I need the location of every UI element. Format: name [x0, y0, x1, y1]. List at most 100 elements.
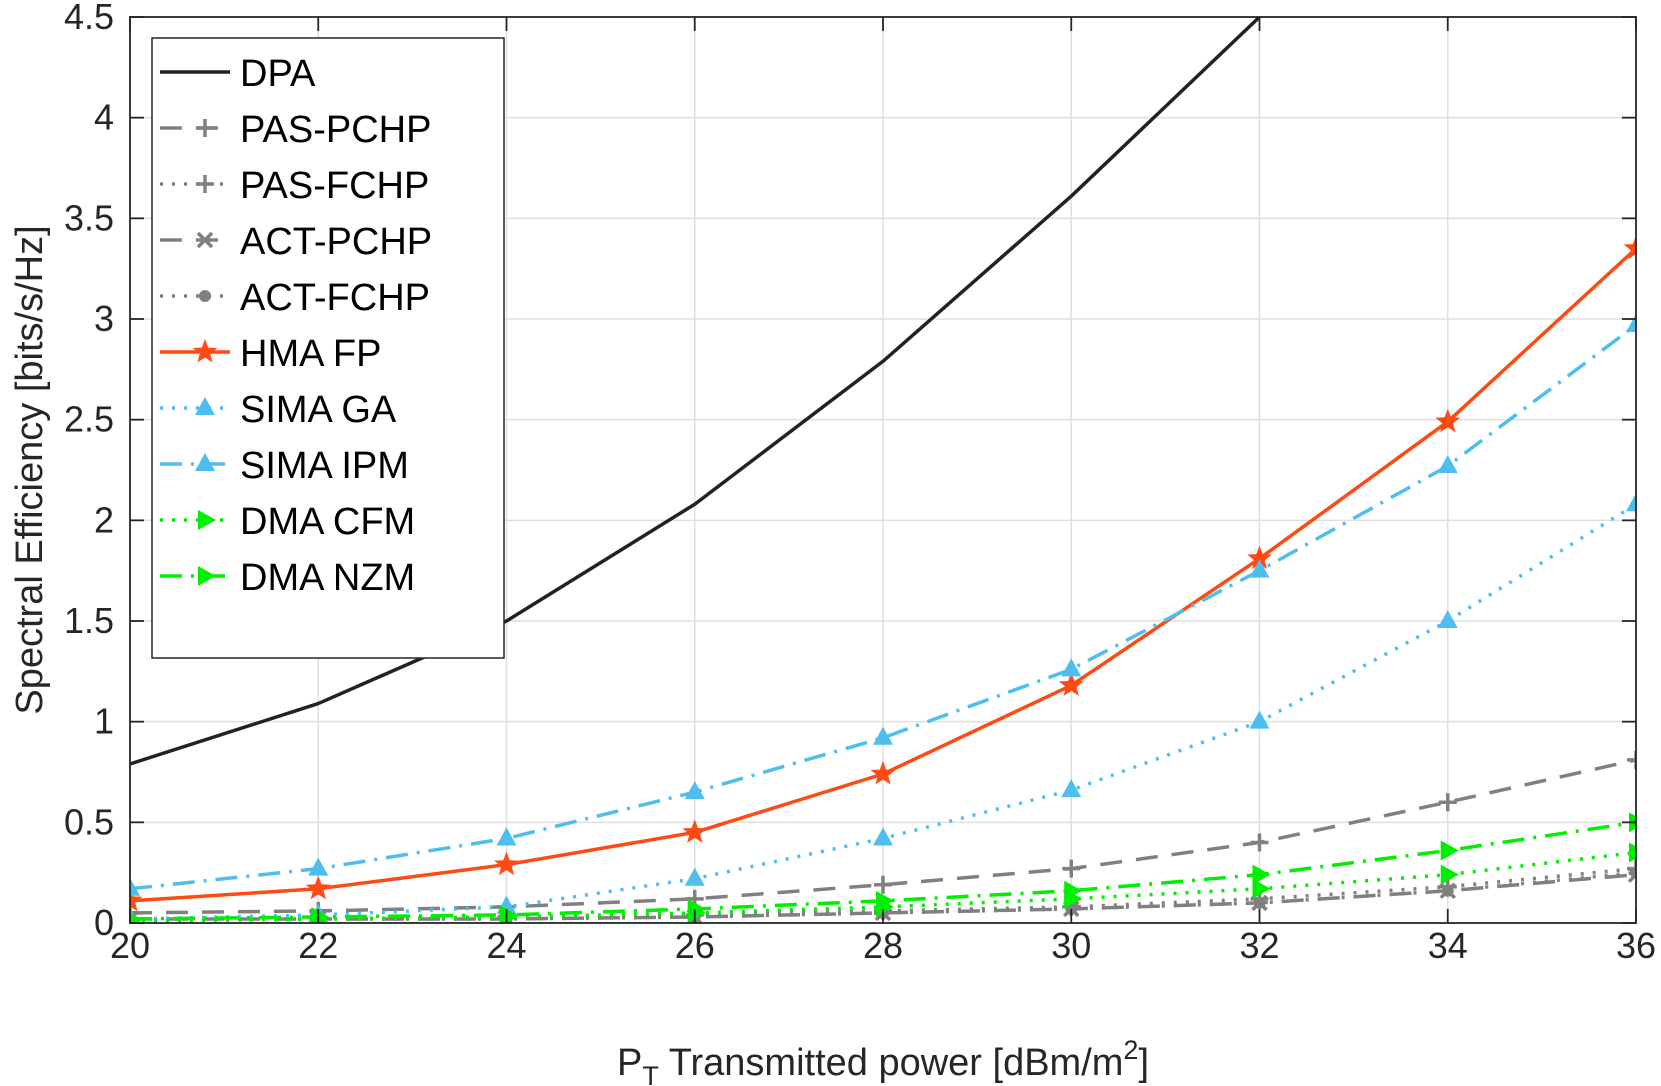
legend-label-sima-ipm: SIMA IPM	[240, 445, 409, 487]
data-point-sima-ga	[873, 827, 893, 846]
data-point-hma-fp	[494, 851, 519, 876]
data-point-sima-ga	[684, 867, 705, 886]
y-tick-label: 3.5	[64, 197, 114, 238]
series-line-dma-nzm	[130, 820, 1636, 921]
x-tick-label: 34	[1428, 925, 1468, 966]
y-tick-label: 1.5	[64, 600, 114, 641]
legend-marker-sima-ga	[195, 397, 215, 415]
series-line-sima-ga	[130, 502, 1636, 921]
legend-item-dpa[interactable]: DPA	[160, 53, 316, 95]
x-tick-label: 32	[1239, 925, 1279, 966]
legend-item-dma-nzm[interactable]: DMA NZM	[160, 557, 415, 599]
data-point-act-fchp	[1253, 896, 1266, 909]
x-tick-label: 28	[863, 925, 903, 966]
data-point-sima-ipm	[496, 827, 517, 846]
x-tick-label: 22	[298, 925, 338, 966]
grid-lines	[130, 17, 1636, 923]
data-point-dma-nzm	[130, 912, 141, 923]
data-point-sima-ipm	[1061, 658, 1082, 677]
y-axis: 0 0.5 1 1.5 2 2.5 3 3.5 4 4.5	[64, 0, 1636, 943]
legend-marker-dma-nzm	[198, 566, 216, 586]
legend-marker-dma-cfm	[198, 510, 216, 530]
series-line-dpa	[130, 17, 1261, 766]
legend-item-act-pchp[interactable]: ACT-PCHP	[160, 221, 432, 263]
legend-item-sima-ga[interactable]: SIMA GA	[160, 389, 397, 431]
legend-marker-pas-pchp	[196, 119, 214, 137]
legend-item-pas-fchp[interactable]: PAS-FCHP	[160, 165, 429, 207]
legend-item-pas-pchp[interactable]: PAS-PCHP	[160, 109, 431, 151]
legend[interactable]: DPA PAS-PCHP PAS-FCHP ACT-PCHP ACT-FCHP HMA F…	[151, 37, 505, 659]
data-point-sima-ipm	[130, 877, 140, 896]
series-dma-nzm	[130, 812, 1636, 923]
data-point-hma-fp	[1623, 235, 1636, 260]
data-point-sima-ga	[1061, 779, 1082, 798]
data-point-dma-nzm	[876, 890, 894, 911]
data-point-pas-pchp	[1250, 833, 1269, 852]
data-point-hma-fp	[1435, 408, 1461, 433]
data-point-dma-nzm	[1064, 880, 1083, 901]
legend-marker-act-pchp	[196, 231, 214, 249]
x-tick-label: 24	[486, 925, 526, 966]
data-point-dma-nzm	[1252, 864, 1271, 885]
y-tick-label: 0.5	[64, 801, 114, 842]
legend-label-pas-pchp: PAS-PCHP	[240, 109, 431, 151]
data-point-sima-ga	[1249, 710, 1270, 729]
data-point-hma-fp	[682, 819, 708, 843]
y-tick-label: 1	[94, 701, 114, 742]
data-point-hma-fp	[1247, 545, 1272, 570]
series-hma-fp	[130, 235, 1636, 912]
data-point-sima-ipm	[873, 726, 893, 745]
legend-label-dma-cfm: DMA CFM	[240, 501, 415, 543]
y-tick-label: 0	[94, 902, 114, 943]
series-dpa	[130, 17, 1261, 766]
data-point-hma-fp	[305, 875, 331, 900]
legend-marker-hma-fp	[192, 339, 218, 363]
x-tick-label: 20	[110, 925, 150, 966]
data-point-sima-ipm	[684, 781, 705, 800]
y-tick-label: 4	[94, 97, 114, 138]
legend-item-hma-fp[interactable]: HMA FP	[160, 333, 381, 375]
legend-label-pas-fchp: PAS-FCHP	[240, 165, 429, 207]
data-point-act-fchp	[1630, 866, 1636, 879]
legend-item-sima-ipm[interactable]: SIMA IPM	[160, 445, 409, 487]
legend-label-hma-fp: HMA FP	[240, 333, 381, 375]
data-point-pas-pchp	[1438, 793, 1457, 812]
legend-item-dma-cfm[interactable]: DMA CFM	[160, 501, 415, 543]
legend-label-act-pchp: ACT-PCHP	[240, 221, 432, 263]
data-point-dma-cfm	[1252, 878, 1271, 899]
series-sima-ipm	[130, 314, 1636, 896]
legend-label-act-fchp: ACT-FCHP	[240, 277, 430, 319]
y-tick-label: 2.5	[64, 399, 114, 440]
legend-label-sima-ga: SIMA GA	[240, 389, 397, 431]
y-tick-label: 4.5	[64, 0, 114, 37]
data-point-act-fchp	[1441, 884, 1454, 897]
x-tick-label: 26	[675, 925, 715, 966]
data-point-sima-ga	[1626, 493, 1636, 512]
legend-marker-sima-ipm	[195, 453, 215, 471]
y-tick-label: 3	[94, 298, 114, 339]
data-point-hma-fp	[870, 761, 896, 785]
data-point-sima-ga	[1437, 610, 1458, 628]
legend-marker-pas-fchp	[196, 175, 214, 193]
data-point-sima-ipm	[308, 857, 329, 876]
x-axis-label: PT Transmitted power [dBm/m2]	[617, 1035, 1149, 1086]
data-point-pas-pchp	[1627, 750, 1636, 769]
legend-item-act-fchp[interactable]: ACT-FCHP	[160, 277, 430, 319]
legend-marker-act-fchp	[199, 290, 211, 302]
legend-label-dma-nzm: DMA NZM	[240, 557, 415, 599]
series-layer	[130, 17, 1636, 923]
data-point-pas-pchp	[1062, 859, 1081, 878]
series-line-pas-pchp	[130, 758, 1636, 915]
x-axis: 20 22 24 26 28 30 32 34 36	[110, 17, 1656, 966]
x-tick-label: 36	[1616, 925, 1656, 966]
data-point-act-pchp	[130, 910, 139, 923]
data-point-sima-ipm	[1249, 559, 1270, 578]
data-point-pas-pchp	[874, 875, 892, 894]
legend-label-dpa: DPA	[240, 53, 316, 95]
data-point-dma-nzm	[311, 906, 330, 923]
y-axis-label: Spectral Efficiency [bits/s/Hz]	[9, 225, 51, 714]
data-point-dma-cfm	[1440, 864, 1459, 885]
x-tick-label: 30	[1051, 925, 1091, 966]
y-tick-label: 2	[94, 499, 114, 540]
